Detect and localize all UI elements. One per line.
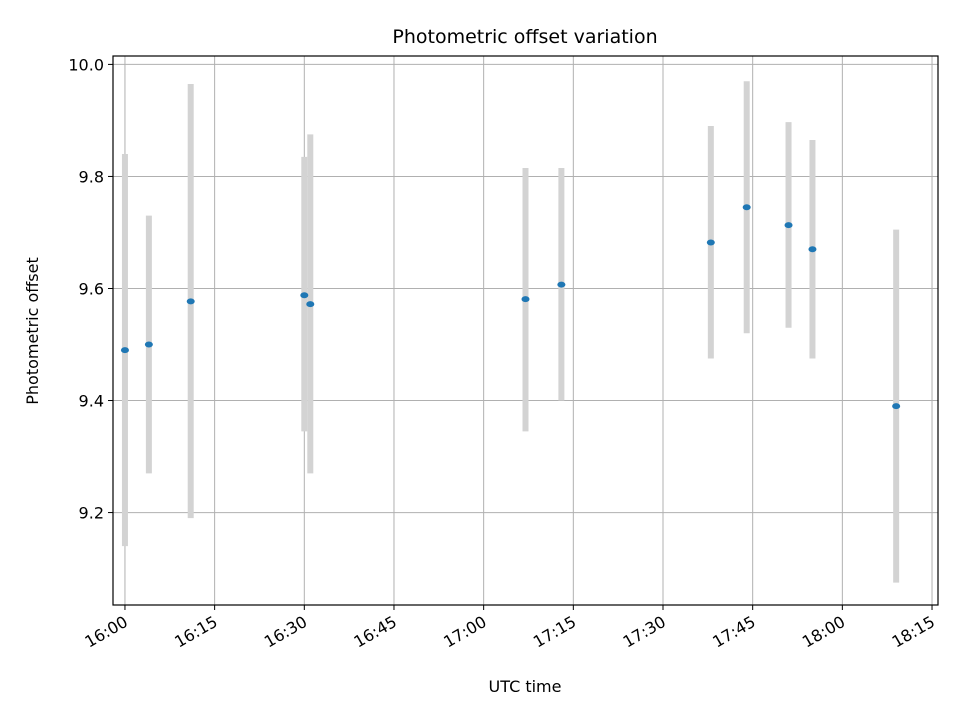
data-point [706,239,715,246]
x-axis-label: UTC time [489,677,562,696]
data-point [892,403,901,410]
data-point [300,292,309,299]
data-point [808,246,817,253]
y-tick-label: 10.0 [68,55,104,74]
data-point [120,347,129,354]
y-axis-ticks: 9.2 9.4 9.6 9.8 10.0 [68,55,113,523]
y-tick-label: 9.4 [79,392,104,411]
plot-frame [112,55,939,606]
data-point [186,298,195,305]
y-tick-label: 9.6 [79,279,104,298]
y-tick-label: 9.8 [79,167,104,186]
data-point [306,301,315,308]
data-point [784,222,793,229]
data-point [742,204,751,211]
data-point [144,341,153,348]
data-points [120,204,901,410]
data-point [557,281,566,288]
chart-title: Photometric offset variation [392,26,657,48]
data-point [521,296,530,303]
y-tick-label: 9.2 [79,504,104,523]
y-axis-label: Photometric offset [23,257,42,405]
